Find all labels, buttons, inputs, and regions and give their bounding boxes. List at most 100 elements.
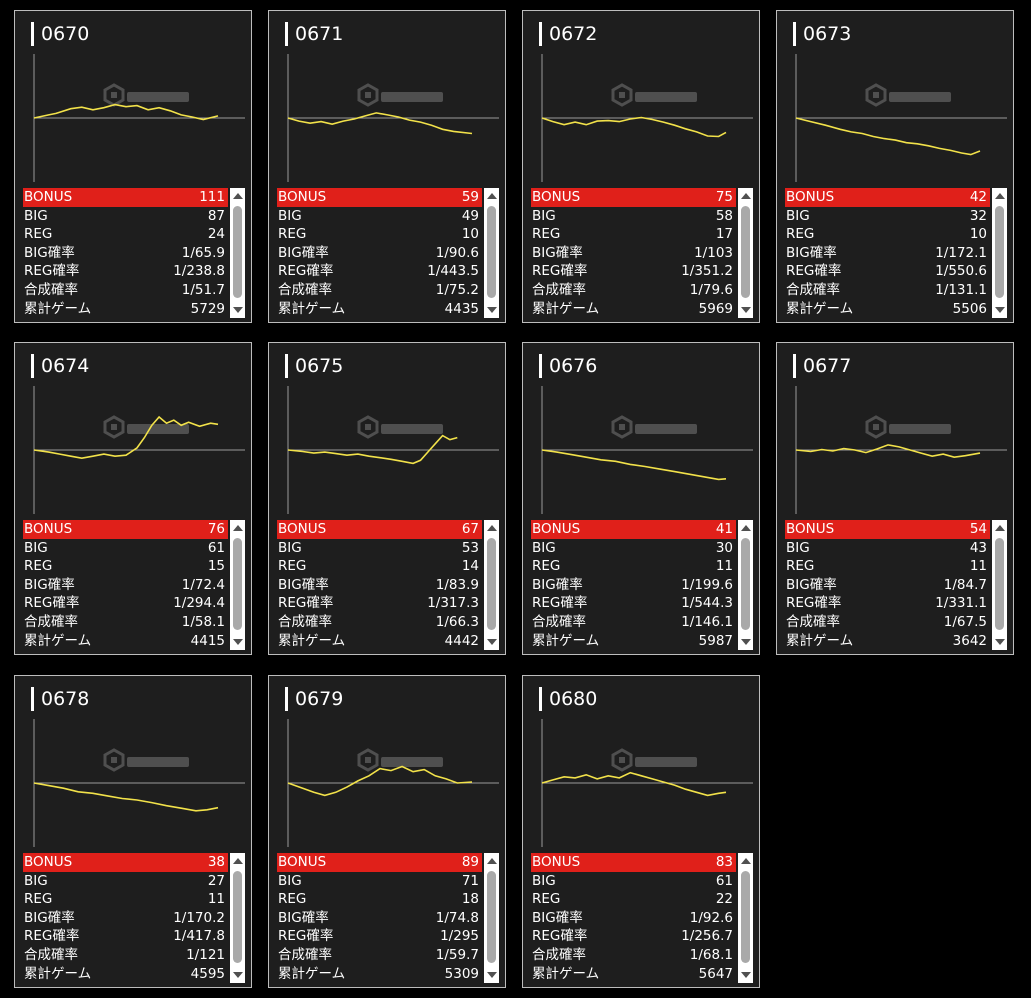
scroll-down-arrow-icon[interactable] (738, 302, 753, 318)
scroll-thumb[interactable] (487, 206, 496, 298)
ps-cube-logo-icon (611, 415, 697, 439)
stats-scrollbar[interactable] (230, 188, 245, 318)
scroll-up-arrow-icon[interactable] (484, 188, 499, 204)
scroll-up-arrow-icon[interactable] (230, 853, 245, 869)
scroll-up-arrow-icon[interactable] (484, 853, 499, 869)
scroll-up-arrow-icon[interactable] (738, 520, 753, 536)
scroll-up-arrow-icon[interactable] (738, 853, 753, 869)
scroll-down-arrow-icon[interactable] (484, 634, 499, 650)
stats-scrollbar[interactable] (738, 188, 753, 318)
machine-card[interactable]: 0680 BONUS 83 BIG 61 REG 22 BIG確率 1/92.6 REG確率 1/2… (522, 675, 760, 988)
machine-number: 0679 (295, 688, 344, 710)
stat-label: 累計ゲーム (24, 632, 92, 649)
stat-value: 1/121 (186, 946, 225, 963)
stat-row-total-rate: 合成確率 1/79.6 (531, 281, 736, 300)
ps-cube-logo-icon (865, 415, 951, 439)
machine-card[interactable]: 0677 BONUS 54 BIG 43 REG 11 BIG確率 1/84.7 REG確率 1/3… (776, 342, 1014, 655)
slump-line (33, 782, 219, 812)
stat-label: REG確率 (24, 928, 80, 945)
machine-card[interactable]: 0679 BONUS 89 BIG 71 REG 18 BIG確率 1/74.8 REG確率 1/2… (268, 675, 506, 988)
scroll-down-arrow-icon[interactable] (992, 302, 1007, 318)
scroll-up-arrow-icon[interactable] (484, 520, 499, 536)
stat-row-total-rate: 合成確率 1/121 (23, 946, 228, 965)
stat-row-big-rate: BIG確率 1/199.6 (531, 576, 736, 595)
scroll-down-arrow-icon[interactable] (230, 302, 245, 318)
stats-table: BONUS 41 BIG 30 REG 11 BIG確率 1/199.6 REG確率 1/544.… (531, 520, 736, 650)
scroll-up-arrow-icon[interactable] (992, 520, 1007, 536)
stat-value: 1/84.7 (943, 576, 987, 593)
machine-card[interactable]: 0676 BONUS 41 BIG 30 REG 11 BIG確率 1/199.6 REG確率 1/… (522, 342, 760, 655)
stats-scrollbar[interactable] (230, 520, 245, 650)
scroll-down-arrow-icon[interactable] (738, 967, 753, 983)
stat-value: 67 (461, 521, 479, 537)
scroll-down-arrow-icon[interactable] (992, 634, 1007, 650)
slump-graph (541, 386, 753, 514)
stat-row-games: 累計ゲーム 5729 (23, 300, 228, 319)
scroll-down-arrow-icon[interactable] (484, 967, 499, 983)
stat-value: 1/68.1 (689, 946, 733, 963)
machine-card[interactable]: 0673 BONUS 42 BIG 32 REG 10 BIG確率 1/172.1 REG確率 1/… (776, 10, 1014, 323)
machine-card[interactable]: 0672 BONUS 75 BIG 58 REG 17 BIG確率 1/103 REG確率 1/35… (522, 10, 760, 323)
stat-row-total-rate: 合成確率 1/51.7 (23, 281, 228, 300)
scroll-thumb[interactable] (487, 538, 496, 630)
stat-label: BONUS (24, 854, 73, 870)
stat-value: 3642 (952, 632, 987, 649)
slump-line (541, 771, 727, 797)
slump-graph (541, 54, 753, 182)
stat-label: BIG (532, 872, 556, 889)
scroll-down-arrow-icon[interactable] (230, 634, 245, 650)
scroll-thumb[interactable] (741, 871, 750, 963)
card-header: 0671 (285, 21, 343, 47)
stat-label: 累計ゲーム (24, 300, 92, 317)
machine-card[interactable]: 0670 BONUS 111 BIG 87 REG 24 BIG確率 1/65.9 REG確率 1/… (14, 10, 252, 323)
machine-card[interactable]: 0675 BONUS 67 BIG 53 REG 14 BIG確率 1/83.9 REG確率 1/3… (268, 342, 506, 655)
stats-table: BONUS 76 BIG 61 REG 15 BIG確率 1/72.4 REG確率 1/294.4… (23, 520, 228, 650)
stat-label: REG確率 (786, 595, 842, 612)
scroll-thumb[interactable] (233, 538, 242, 630)
stat-row-big-rate: BIG確率 1/90.6 (277, 244, 482, 263)
stat-label: 累計ゲーム (786, 632, 854, 649)
slump-graph (287, 386, 499, 514)
stat-row-reg-rate: REG確率 1/351.2 (531, 262, 736, 281)
slump-line (541, 449, 727, 481)
scroll-down-arrow-icon[interactable] (230, 967, 245, 983)
stats-scrollbar[interactable] (230, 853, 245, 983)
scroll-up-arrow-icon[interactable] (230, 520, 245, 536)
scroll-thumb[interactable] (995, 206, 1004, 298)
machine-card[interactable]: 0678 BONUS 38 BIG 27 REG 11 BIG確率 1/170.2 REG確率 1/… (14, 675, 252, 988)
stats-scrollbar[interactable] (992, 520, 1007, 650)
scroll-down-arrow-icon[interactable] (484, 302, 499, 318)
stat-row-games: 累計ゲーム 4415 (23, 632, 228, 651)
scroll-down-arrow-icon[interactable] (738, 634, 753, 650)
stat-label: REG (278, 891, 307, 908)
slump-graph (541, 719, 753, 847)
stat-row-big-rate: BIG確率 1/172.1 (785, 244, 990, 263)
scroll-up-arrow-icon[interactable] (738, 188, 753, 204)
stats-scrollbar[interactable] (484, 188, 499, 318)
scroll-thumb[interactable] (741, 206, 750, 298)
stats-scrollbar[interactable] (738, 520, 753, 650)
stats-scrollbar[interactable] (484, 520, 499, 650)
stats-scrollbar[interactable] (738, 853, 753, 983)
scroll-up-arrow-icon[interactable] (230, 188, 245, 204)
stat-row-big: BIG 58 (531, 207, 736, 226)
scroll-thumb[interactable] (741, 538, 750, 630)
scroll-thumb[interactable] (487, 871, 496, 963)
card-header: 0672 (539, 21, 597, 47)
stat-label: BONUS (278, 521, 327, 537)
scroll-up-arrow-icon[interactable] (992, 188, 1007, 204)
stat-label: BIG (786, 539, 810, 556)
stat-label: BIG確率 (532, 909, 583, 926)
stat-label: 合成確率 (24, 281, 78, 298)
machine-card[interactable]: 0671 BONUS 59 BIG 49 REG 10 BIG確率 1/90.6 REG確率 1/4… (268, 10, 506, 323)
scroll-thumb[interactable] (233, 871, 242, 963)
scroll-thumb[interactable] (233, 206, 242, 298)
stats-scrollbar[interactable] (484, 853, 499, 983)
machine-card[interactable]: 0674 BONUS 76 BIG 61 REG 15 BIG確率 1/72.4 REG確率 1/2… (14, 342, 252, 655)
stat-value: 75 (715, 189, 733, 205)
scroll-thumb[interactable] (995, 538, 1004, 630)
stats-scrollbar[interactable] (992, 188, 1007, 318)
stat-label: BIG確率 (532, 244, 583, 261)
machine-number: 0671 (295, 23, 344, 45)
stat-value: 38 (207, 854, 225, 870)
